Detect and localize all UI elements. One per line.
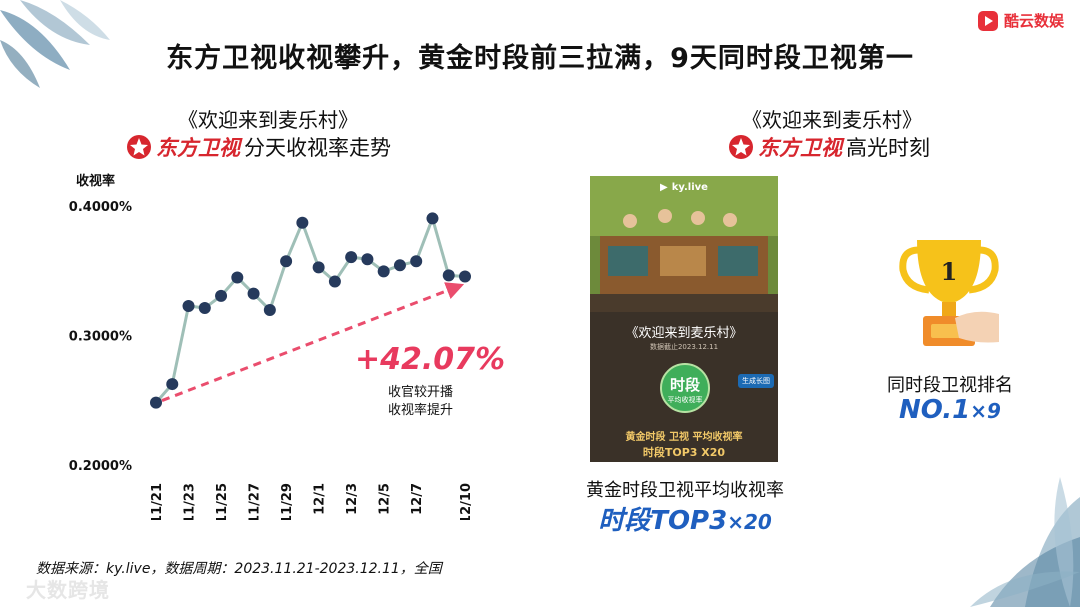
rank-highlight: NO.1×9 [860,395,1040,425]
app-bar: ▶ ky.live [590,176,778,198]
data-point [215,289,228,302]
data-point [182,299,195,312]
rating-badge: 时段 平均收视率 [660,363,710,413]
left-show-title: 《欢迎来到麦乐村》 [178,108,358,132]
data-point [410,255,423,268]
data-point [166,378,179,391]
x-tick-label: 12/3 [345,483,360,515]
phone-meta: 数据截止2023.12.11 [649,343,719,351]
x-tick-label: 12/10 [459,483,474,520]
y-tick-label: 0.2000% [69,459,132,474]
rating-trend-chart: 收视率 0.4000% 0.3000% 0.2000% 11/21 11/23 11/2… [69,173,474,520]
rank-highlight-mult: ×9 [970,399,1001,423]
data-point [247,287,260,300]
data-point [426,212,439,225]
trophy-icon: 1 [899,240,999,346]
brand-logo: 酷云数娱 [977,10,1064,31]
right-channel-heading: 东方卫视 高光时刻 [728,132,930,162]
play-icon: ▶ [660,181,668,193]
data-point [345,251,358,264]
data-point [231,271,244,284]
phone-line2: 时段TOP3 X20 [642,446,726,459]
x-tick-label: 12/7 [410,483,425,515]
play-icon [977,10,998,31]
phone-show-title: 《欢迎来到麦乐村》 [625,326,743,341]
generate-long-image-button[interactable]: 生成长图 [738,374,774,388]
y-tick-label: 0.4000% [69,200,132,215]
brand-name: 酷云数娱 [1003,12,1064,30]
x-tick-label: 11/21 [150,483,165,520]
data-point [263,303,276,316]
trophy-number: 1 [941,257,958,286]
growth-note-line2: 收视率提升 [388,403,454,418]
page-title: 东方卫视收视攀升，黄金时段前三拉满，9天同时段卫视第一 [166,43,914,74]
phone-line1: 黄金时段 卫视 平均收视率 [625,432,743,443]
mid-highlight-main: 时段TOP3 [598,506,728,536]
app-screenshot: ▶ ky.live 《欢迎来到麦乐村》 数据截止2023.12.11 时段 平均… [590,176,778,462]
data-point [459,270,471,283]
x-tick-label: 12/1 [313,483,328,515]
growth-value: +42.07% [355,342,506,377]
leaf-decoration-bottom-right [970,477,1080,607]
trend-arrow [161,282,465,402]
x-tick-label: 11/25 [215,483,230,520]
growth-note-line1: 收官较开播 [388,385,454,400]
leaf-decoration-top-left [0,0,110,88]
right-show-title: 《欢迎来到麦乐村》 [742,108,922,132]
data-point [296,216,309,229]
data-point [442,269,455,282]
dragon-tv-logo-icon [729,135,753,159]
show-poster-image [590,176,778,312]
left-subtitle: 分天收视率走势 [244,136,391,160]
badge-title: 时段 [669,376,700,394]
mid-highlight: 时段TOP3×20 [555,500,815,537]
data-point [150,396,162,409]
data-point [328,275,341,288]
growth-note: 收官较开播 收视率提升 [388,384,453,420]
data-point [312,261,325,274]
left-channel-name: 东方卫视 [156,136,240,160]
x-tick-label: 11/23 [183,483,198,520]
data-point [361,253,374,266]
watermark: 大数跨境 [26,578,110,602]
right-subtitle: 高光时刻 [846,136,930,160]
rank-highlight-main: NO.1 [899,395,971,425]
badge-subtitle: 平均收视率 [667,396,703,404]
data-point [280,255,293,268]
data-source: 数据来源：ky.live，数据周期：2023.11.21-2023.12.11，… [36,561,442,577]
x-tick-label: 11/29 [280,483,295,520]
x-tick-label: 12/5 [378,483,393,515]
data-point [377,265,390,278]
data-point [198,302,211,315]
y-tick-label: 0.3000% [69,330,132,345]
data-point [393,259,406,272]
left-channel-heading: 东方卫视 分天收视率走势 [126,132,391,162]
x-tick-label: 11/27 [248,483,263,520]
rank-caption: 同时段卫视排名 [887,375,1013,396]
mid-highlight-mult: ×20 [727,510,772,534]
app-name: ky.live [671,181,708,193]
mid-caption: 黄金时段卫视平均收视率 [586,480,784,501]
right-channel-name: 东方卫视 [758,136,842,160]
dragon-tv-logo-icon [127,135,151,159]
y-axis-label: 收视率 [76,173,115,189]
